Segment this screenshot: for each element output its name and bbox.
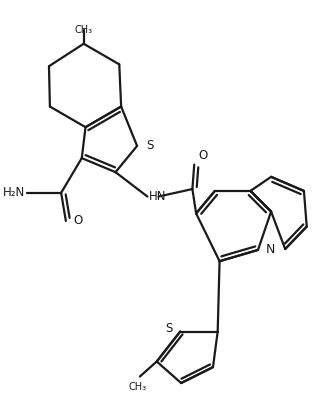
Text: N: N xyxy=(266,243,275,256)
Text: CH₃: CH₃ xyxy=(129,382,147,392)
Text: S: S xyxy=(146,139,154,153)
Text: O: O xyxy=(198,149,207,162)
Text: HN: HN xyxy=(149,190,167,203)
Text: O: O xyxy=(73,214,83,227)
Text: H₂N: H₂N xyxy=(3,186,26,199)
Text: S: S xyxy=(165,322,173,335)
Text: CH₃: CH₃ xyxy=(75,25,93,35)
